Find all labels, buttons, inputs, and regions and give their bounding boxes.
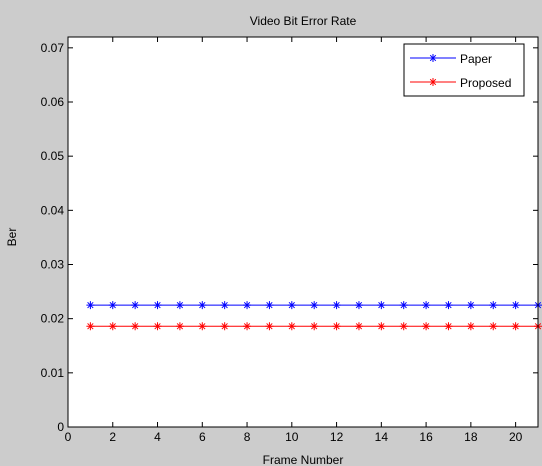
data-point-paper <box>422 301 431 310</box>
data-point-paper <box>310 301 319 310</box>
data-point-paper <box>198 301 207 310</box>
data-point-proposed <box>354 322 363 331</box>
y-tick-label: 0.03 <box>41 258 65 272</box>
data-point-proposed <box>511 322 520 331</box>
data-point-paper <box>354 301 363 310</box>
x-tick-label: 4 <box>154 430 161 444</box>
x-tick-label: 16 <box>419 430 433 444</box>
data-point-proposed <box>131 322 140 331</box>
data-point-proposed <box>310 322 319 331</box>
data-point-paper <box>175 301 184 310</box>
x-tick-label: 2 <box>109 430 116 444</box>
data-point-paper <box>332 301 341 310</box>
data-point-paper <box>108 301 117 310</box>
y-tick-label: 0 <box>57 420 64 434</box>
data-point-proposed <box>444 322 453 331</box>
data-point-proposed <box>399 322 408 331</box>
data-point-paper <box>243 301 252 310</box>
data-point-proposed <box>86 322 95 331</box>
y-axis-label: Ber <box>5 228 19 247</box>
plot-area <box>68 37 538 427</box>
x-tick-label: 14 <box>375 430 389 444</box>
data-point-paper <box>399 301 408 310</box>
data-point-paper <box>265 301 274 310</box>
legend-marker-paper <box>429 54 437 62</box>
legend-marker-proposed <box>429 78 437 86</box>
data-point-proposed <box>175 322 184 331</box>
data-point-proposed <box>265 322 274 331</box>
data-point-paper <box>466 301 475 310</box>
data-point-proposed <box>220 322 229 331</box>
data-point-proposed <box>489 322 498 331</box>
data-point-proposed <box>243 322 252 331</box>
y-tick-label: 0.04 <box>41 203 65 217</box>
chart-title: Video Bit Error Rate <box>250 14 357 28</box>
legend: Paper Proposed <box>403 43 525 97</box>
data-point-paper <box>86 301 95 310</box>
legend-star-paper <box>429 54 437 62</box>
data-point-paper <box>377 301 386 310</box>
legend-star-proposed <box>429 78 437 86</box>
y-tick-label: 0.01 <box>41 366 65 380</box>
data-point-paper <box>489 301 498 310</box>
y-tick-label: 0.02 <box>41 312 65 326</box>
x-tick-label: 10 <box>285 430 299 444</box>
x-tick-label: 12 <box>330 430 344 444</box>
data-point-proposed <box>153 322 162 331</box>
data-point-proposed <box>466 322 475 331</box>
data-point-proposed <box>108 322 117 331</box>
legend-label-proposed: Proposed <box>460 76 511 90</box>
data-point-paper <box>131 301 140 310</box>
data-point-paper <box>511 301 520 310</box>
data-point-paper <box>444 301 453 310</box>
series-paper <box>86 301 542 310</box>
data-point-paper <box>153 301 162 310</box>
data-point-proposed <box>377 322 386 331</box>
legend-box <box>403 43 525 97</box>
series-proposed <box>86 322 542 331</box>
x-tick-label: 6 <box>199 430 206 444</box>
x-axis-label: Frame Number <box>263 453 344 466</box>
data-point-proposed <box>198 322 207 331</box>
series-layer <box>86 301 542 331</box>
data-point-proposed <box>422 322 431 331</box>
x-tick-label: 20 <box>509 430 523 444</box>
y-tick-label: 0.06 <box>41 95 65 109</box>
legend-label-paper: Paper <box>460 52 492 66</box>
x-tick-label: 18 <box>464 430 478 444</box>
data-point-paper <box>287 301 296 310</box>
plot-frame <box>67 36 539 428</box>
x-tick-label: 0 <box>65 430 72 444</box>
data-point-proposed <box>287 322 296 331</box>
data-point-paper <box>220 301 229 310</box>
data-point-proposed <box>332 322 341 331</box>
x-tick-label: 8 <box>244 430 251 444</box>
y-tick-label: 0.07 <box>41 41 65 55</box>
y-tick-label: 0.05 <box>41 149 65 163</box>
